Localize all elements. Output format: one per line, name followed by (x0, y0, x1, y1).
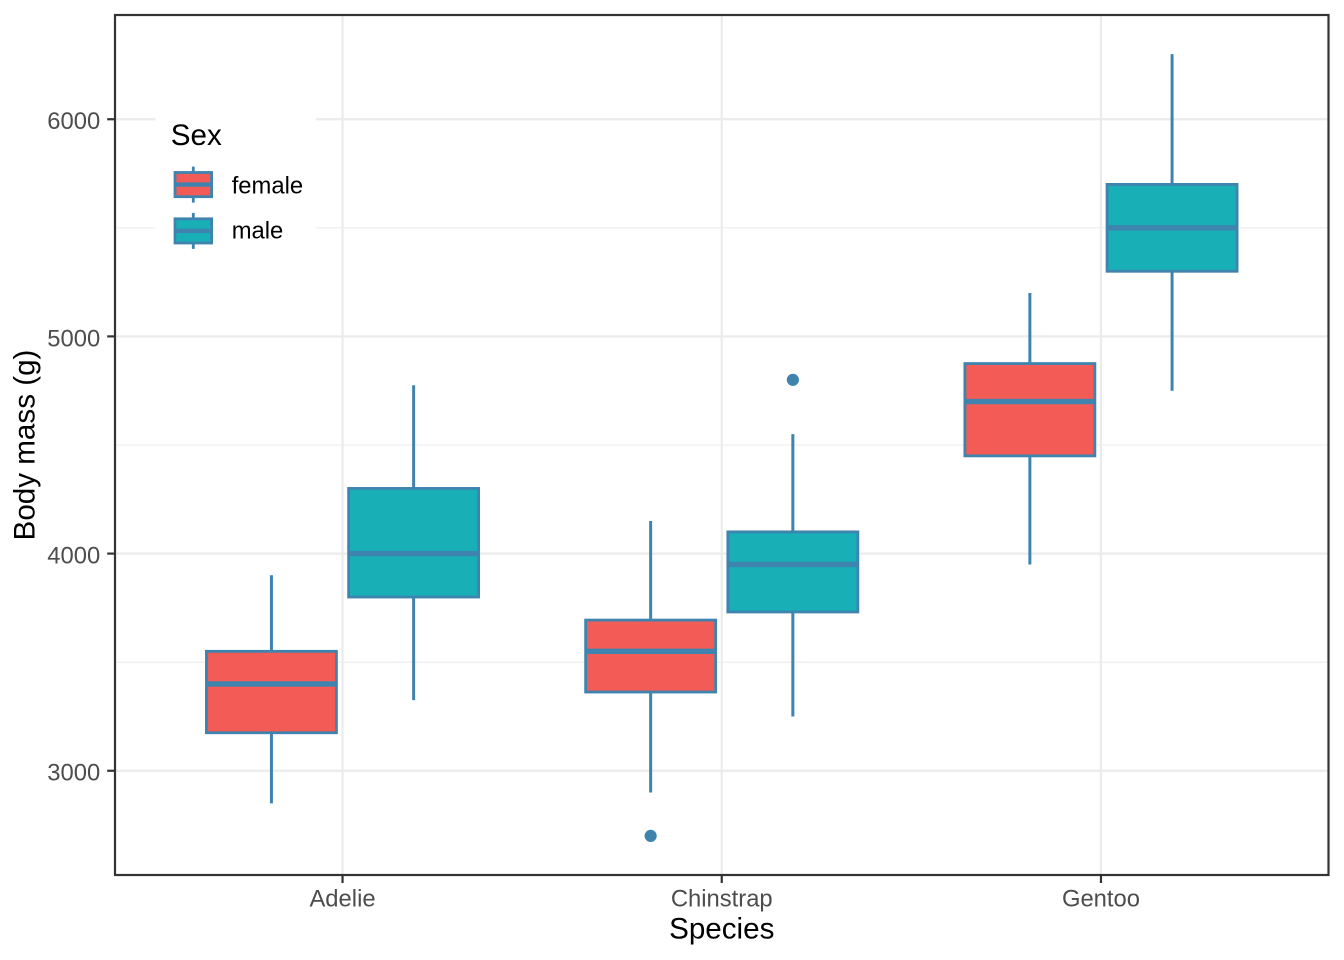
svg-text:female: female (232, 172, 303, 199)
svg-text:6000: 6000 (47, 108, 100, 135)
svg-text:Body mass (g): Body mass (g) (8, 350, 41, 541)
svg-text:Gentoo: Gentoo (1062, 886, 1140, 913)
svg-text:3000: 3000 (47, 760, 100, 787)
svg-text:5000: 5000 (47, 325, 100, 352)
svg-text:Sex: Sex (171, 119, 222, 152)
svg-text:Adelie: Adelie (309, 886, 375, 913)
svg-text:male: male (232, 217, 284, 244)
svg-text:Species: Species (669, 913, 774, 946)
svg-text:Chinstrap: Chinstrap (671, 886, 773, 913)
svg-text:4000: 4000 (47, 542, 100, 569)
